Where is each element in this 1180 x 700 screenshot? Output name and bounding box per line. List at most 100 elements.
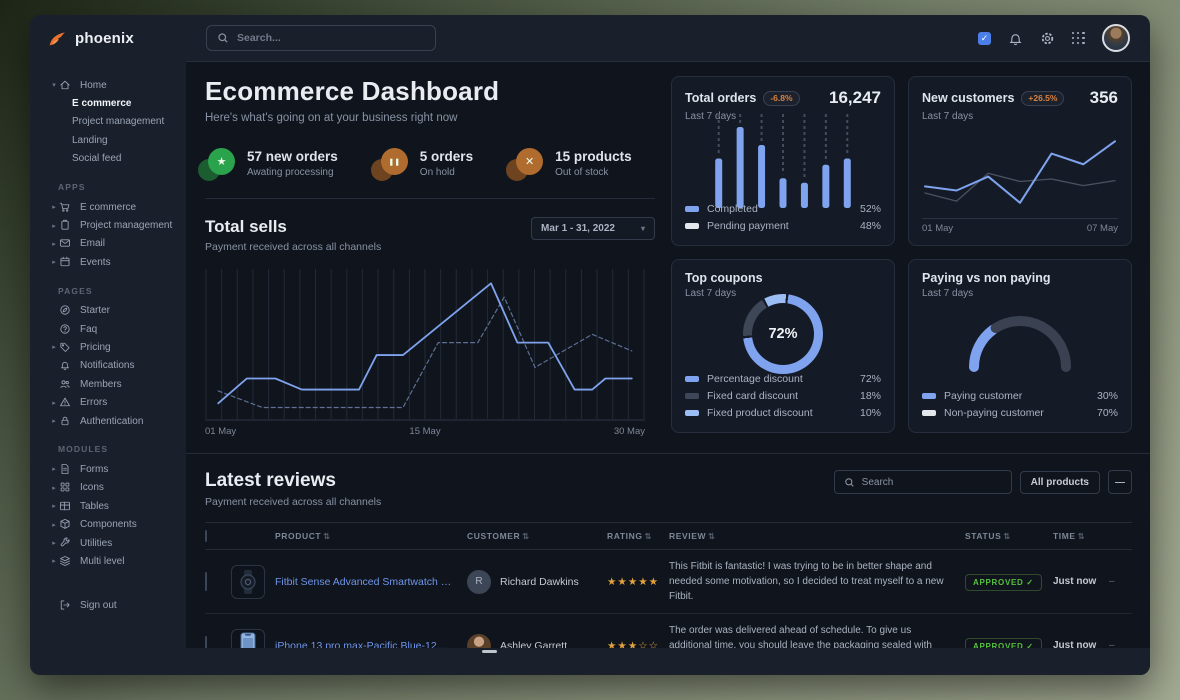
caret-icon: ▸ (52, 466, 56, 474)
legend-row: Percentage discount 72% (685, 370, 881, 387)
sidebar-item-faq[interactable]: Faq (30, 320, 186, 338)
pause-icon: ❚❚ (370, 148, 408, 181)
search-icon (844, 477, 855, 488)
row-checkbox[interactable] (205, 571, 207, 591)
legend-row: Paying customer 30% (922, 387, 1118, 404)
card-period: Last 7 days (922, 288, 974, 299)
x-tick: 01 May (205, 426, 237, 437)
page-subtitle: Here's what's going on at your business … (205, 112, 458, 124)
sidebar-item-email[interactable]: ▸ Email (30, 235, 186, 253)
sidebar-item-home[interactable]: ▾ Home (30, 76, 186, 94)
legend-swatch (685, 205, 699, 212)
x-tick: 01 May (922, 223, 954, 234)
total-sells-header: Total sells Payment received across all … (205, 217, 655, 253)
review-text: The order was delivered ahead of schedul… (669, 625, 932, 648)
row-menu-dash[interactable]: – (1109, 576, 1115, 587)
product-link[interactable]: Fitbit Sense Advanced Smartwatch with To… (275, 575, 467, 588)
nav-section-label: APPS (58, 181, 86, 192)
sidebar-item-project-management[interactable]: ▸ Project management (30, 216, 186, 234)
cancel-icon: ✕ (506, 148, 544, 181)
legend-row: Non-paying customer 70% (922, 404, 1118, 421)
date-range-value: Mar 1 - 31, 2022 (541, 223, 615, 234)
row-menu-dash[interactable]: – (1109, 640, 1115, 648)
kpi-cards-grid: Total orders -6.8% 16,247 Last 7 days Co… (671, 76, 1132, 437)
sidebar-item-tables[interactable]: ▸ Tables (30, 497, 186, 515)
rating-stars: ★★★★★ (607, 575, 660, 588)
customer-avatar (467, 633, 491, 648)
page-title: Ecommerce Dashboard (205, 76, 500, 106)
apps-grid-icon[interactable] (1072, 31, 1085, 45)
sidebar-subitem-landing[interactable]: Landing (72, 134, 108, 146)
status-badge: APPROVED ✓ (965, 638, 1042, 648)
sidebar-item-authentication[interactable]: ▸ Authentication (30, 412, 186, 430)
sidebar-item-icons[interactable]: ▸ Icons (30, 479, 186, 497)
sidebar-item-starter[interactable]: Starter (30, 302, 186, 320)
product-thumbnail[interactable] (231, 628, 265, 648)
sidebar-item-errors[interactable]: ▸ Errors (30, 393, 186, 411)
latest-reviews-section: Latest reviews Payment received across a… (186, 453, 1150, 648)
row-checkbox[interactable] (205, 635, 207, 648)
sidebar-item-events[interactable]: ▸ Events (30, 253, 186, 271)
sidebar-item-forms[interactable]: ▸ Forms (30, 460, 186, 478)
document-icon (59, 463, 72, 476)
reviews-search[interactable] (833, 470, 1012, 494)
bell-icon[interactable] (1008, 31, 1023, 46)
sidebar-item-pricing[interactable]: ▸ Pricing (30, 338, 186, 356)
trend-badge: +26.5% (1021, 90, 1065, 106)
all-products-filter-button[interactable]: All products (1019, 470, 1100, 494)
app-window: phoenix ▾ Home E commerce Project managemen… (30, 15, 1150, 675)
legend-swatch (922, 392, 936, 399)
sidebar-item-components[interactable]: ▸ Components (30, 515, 186, 533)
sort-icon: ⇅ (522, 532, 530, 541)
select-all-checkbox[interactable] (205, 530, 207, 542)
users-icon (59, 378, 72, 391)
user-avatar[interactable] (1102, 24, 1130, 52)
lock-icon (59, 415, 72, 428)
sidebar-item-e-commerce[interactable]: ▸ E commerce (30, 198, 186, 216)
legend-swatch (685, 392, 699, 399)
scrollbar-thumb[interactable] (482, 650, 497, 653)
sign-out-button[interactable]: Sign out (30, 597, 186, 615)
sidebar-item-utilities[interactable]: ▸ Utilities (30, 534, 186, 552)
column-header-rating[interactable]: RATING ⇅ (607, 531, 652, 541)
caret-icon: ▸ (52, 503, 56, 511)
home-icon (59, 79, 72, 92)
sidebar-subitem-e-commerce[interactable]: E commerce (72, 98, 132, 110)
column-header-time[interactable]: TIME ⇅ (1053, 531, 1086, 541)
top-coupons-donut-chart: 72% (743, 293, 823, 374)
sidebar-subitem-project-management[interactable]: Project management (72, 116, 165, 128)
compass-icon (59, 304, 72, 317)
checkbox-checked-icon[interactable]: ✓ (978, 31, 991, 45)
dashboard-content: Ecommerce Dashboard Here's what's going … (186, 62, 1150, 648)
brand-logo[interactable]: phoenix (30, 15, 186, 62)
date-range-select[interactable]: Mar 1 - 31, 2022 ▾ (531, 217, 655, 240)
legend-row: Fixed card discount 18% (685, 387, 881, 404)
card-period: Last 7 days (685, 111, 737, 122)
gear-icon[interactable] (1040, 31, 1055, 46)
donut-center-label: 72% (752, 302, 814, 365)
sidebar-item-members[interactable]: Members (30, 375, 186, 393)
column-header-customer[interactable]: CUSTOMER ⇅ (467, 531, 530, 541)
column-header-product[interactable]: PRODUCT ⇅ (275, 531, 331, 541)
sort-icon: ⇅ (1003, 532, 1011, 541)
product-link[interactable]: iPhone 13 pro max-Pacific Blue-128GB sto… (275, 639, 467, 649)
tag-icon (59, 341, 72, 354)
product-thumbnail[interactable] (231, 564, 265, 599)
topbar-search[interactable] (206, 25, 436, 51)
sidebar-item-multi-level[interactable]: ▸ Multi level (30, 552, 186, 570)
total-sells-title: Total sells (205, 217, 287, 236)
minus-icon[interactable]: — (1108, 470, 1132, 494)
caret-icon: ▸ (52, 344, 56, 352)
caret-icon: ▸ (52, 399, 56, 407)
brand-name: phoenix (75, 30, 134, 47)
sidebar-subitem-social-feed[interactable]: Social feed (72, 153, 122, 165)
search-input[interactable] (237, 32, 425, 44)
column-header-review[interactable]: REVIEW ⇅ (669, 531, 716, 541)
customer-cell[interactable]: Ashley Garrett (467, 633, 607, 648)
reviews-search-input[interactable] (861, 476, 1002, 488)
customer-cell[interactable]: R Richard Dawkins (467, 569, 607, 594)
column-header-status[interactable]: STATUS ⇅ (965, 531, 1011, 541)
sidebar-item-notifications[interactable]: Notifications (30, 357, 186, 375)
icon-grid-icon (59, 481, 72, 494)
chevron-down-icon: ▾ (640, 224, 645, 233)
